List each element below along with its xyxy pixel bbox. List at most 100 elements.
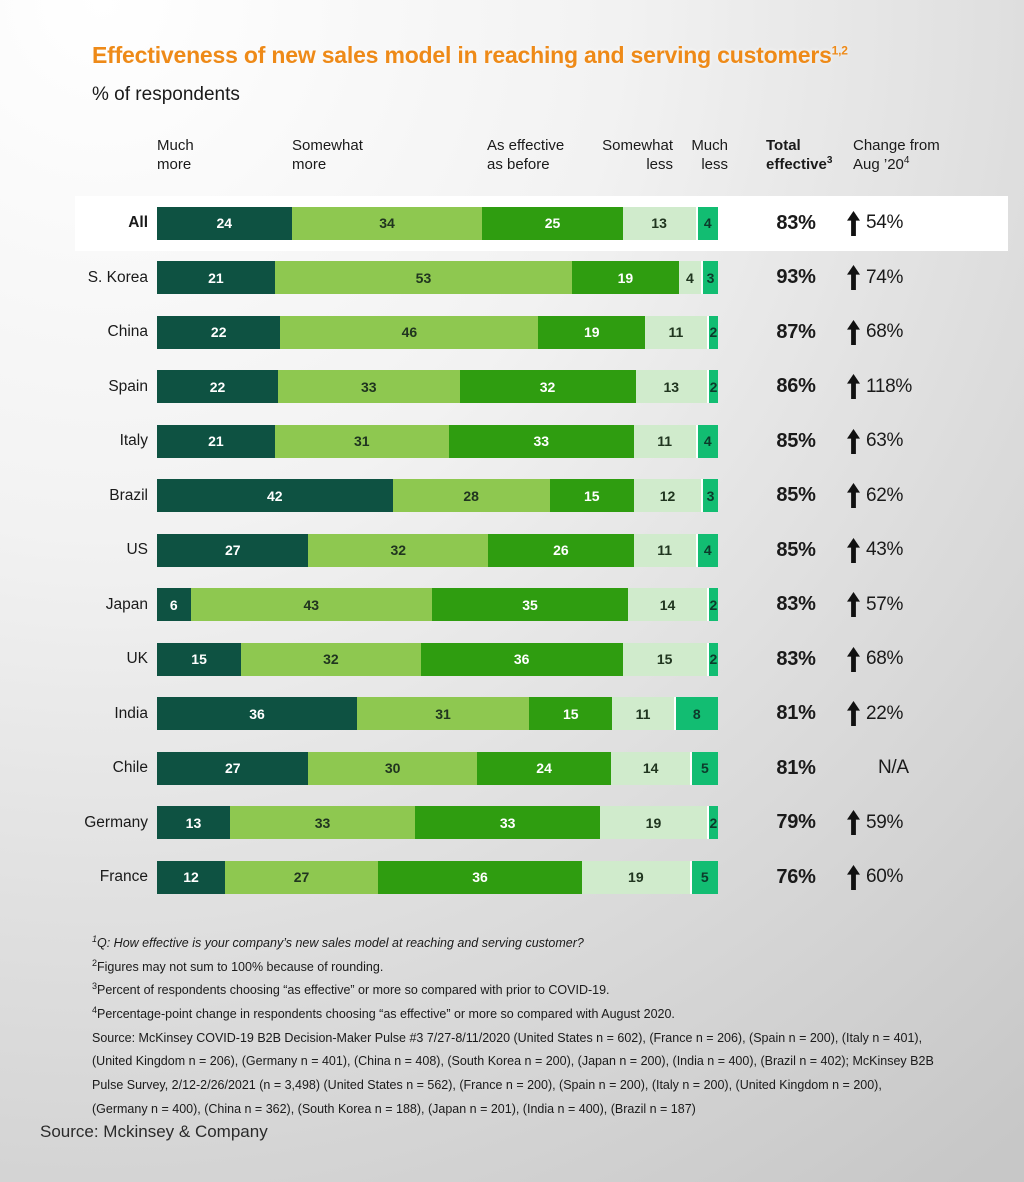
bar-segment: 4 — [678, 261, 702, 295]
bar-segment: 15 — [157, 642, 242, 676]
total-effective-value: 85% — [776, 484, 816, 507]
stacked-bar: 13 33 33 19 2 — [157, 806, 718, 840]
total-effective-value: 87% — [776, 320, 816, 343]
up-arrow-icon — [847, 864, 860, 890]
footnote-line: 4Percentage-point change in respondents … — [92, 1004, 675, 1022]
bar-segment: 15 — [549, 479, 634, 513]
bar-segment: 35 — [431, 588, 629, 622]
row-label: All — [128, 214, 148, 232]
change-value: 54% — [845, 210, 1008, 236]
change-value: 57% — [845, 592, 1008, 618]
bar-segment: 15 — [529, 697, 613, 731]
total-effective-value: 79% — [776, 811, 816, 834]
footnote-line: 3Percent of respondents choosing “as eff… — [92, 981, 610, 998]
total-effective-value: 83% — [776, 211, 816, 234]
bar-segment: 3 — [701, 261, 718, 295]
change-number: 43% — [866, 539, 904, 561]
bar-segment: 24 — [476, 751, 612, 785]
change-number: 59% — [866, 811, 904, 833]
bar-segment: 19 — [572, 261, 679, 295]
page-title: Effectiveness of new sales model in reac… — [92, 42, 848, 69]
up-arrow-icon — [847, 701, 860, 727]
bar-segment: 25 — [482, 206, 623, 240]
table-row: France 12 27 36 19 5 76% 60% — [75, 850, 1008, 905]
page-subtitle: % of respondents — [92, 84, 240, 105]
chart-rows: All 24 34 25 13 4 83% 54% S. Korea 21 53 19 4 3 … — [75, 196, 1008, 905]
bar-segment: 5 — [689, 860, 718, 894]
table-row: All 24 34 25 13 4 83% 54% — [75, 196, 1008, 251]
bar-segment: 11 — [633, 424, 696, 458]
bar-segment: 27 — [157, 751, 309, 785]
bar-segment: 11 — [633, 533, 696, 567]
table-row: Chile 27 30 24 14 5 81% N/A — [75, 741, 1008, 796]
bar-segment: 36 — [157, 697, 357, 731]
total-effective-value: 83% — [776, 647, 816, 670]
bar-segment: 33 — [229, 806, 416, 840]
stacked-bar: 6 43 35 14 2 — [157, 588, 718, 622]
change-number: 63% — [866, 430, 904, 452]
total-effective-value: 86% — [776, 375, 816, 398]
stacked-bar: 36 31 15 11 8 — [157, 697, 718, 731]
table-row: China 22 46 19 11 2 87% 68% — [75, 305, 1008, 360]
bar-segment: 22 — [157, 370, 278, 404]
total-effective-value: 81% — [776, 702, 816, 725]
change-value: 118% — [845, 374, 1008, 400]
table-row: India 36 31 15 11 8 81% 22% — [75, 687, 1008, 742]
change-number: 57% — [866, 593, 904, 615]
total-effective-value: 76% — [776, 865, 816, 888]
bar-segment: 14 — [611, 751, 690, 785]
row-label: Italy — [119, 432, 148, 450]
bar-segment: 22 — [157, 315, 281, 349]
total-effective-value: 85% — [776, 429, 816, 452]
bar-segment: 12 — [157, 860, 225, 894]
bar-segment: 33 — [415, 806, 601, 840]
bar-segment: 11 — [612, 697, 674, 731]
row-label: India — [114, 704, 148, 722]
footnote-line: (Germany n = 400), (China n = 362), (Sou… — [92, 1101, 696, 1116]
up-arrow-icon — [847, 374, 860, 400]
bar-segment: 8 — [673, 697, 718, 731]
column-header-much-more: Much more — [157, 137, 194, 174]
bar-segment: 2 — [706, 588, 718, 622]
table-row: Japan 6 43 35 14 2 83% 57% — [75, 578, 1008, 633]
bar-segment: 4 — [695, 206, 718, 240]
bar-segment: 33 — [278, 370, 460, 404]
up-arrow-icon — [847, 537, 860, 563]
bar-segment: 43 — [190, 588, 432, 622]
stacked-bar: 12 27 36 19 5 — [157, 860, 718, 894]
stacked-bar: 15 32 36 15 2 — [157, 642, 718, 676]
bar-segment: 2 — [706, 315, 718, 349]
change-value: 74% — [845, 265, 1008, 291]
change-number: 62% — [866, 484, 904, 506]
total-effective-value: 85% — [776, 538, 816, 561]
column-header-total-effective: Total effective3 — [766, 137, 833, 174]
bar-segment: 14 — [628, 588, 707, 622]
bar-segment: 31 — [356, 697, 530, 731]
table-row: Italy 21 31 33 11 4 85% 63% — [75, 414, 1008, 469]
row-label: US — [126, 541, 148, 559]
stacked-bar: 22 46 19 11 2 — [157, 315, 718, 349]
stacked-bar: 21 31 33 11 4 — [157, 424, 718, 458]
row-label: S. Korea — [87, 268, 148, 286]
change-number: 54% — [866, 212, 904, 234]
change-number: 68% — [866, 321, 904, 343]
change-number: 118% — [866, 375, 912, 397]
table-row: UK 15 32 36 15 2 83% 68% — [75, 632, 1008, 687]
footnote-line: Pulse Survey, 2/12-2/26/2021 (n = 3,498)… — [92, 1078, 882, 1093]
column-header-as-effective: As effective as before — [487, 137, 565, 174]
total-effective-value: 93% — [776, 266, 816, 289]
change-value: 60% — [845, 864, 1008, 890]
bar-segment: 36 — [378, 860, 582, 894]
row-label: France — [99, 868, 148, 886]
bar-segment: 32 — [241, 642, 421, 676]
footnote-line: Source: McKinsey COVID-19 B2B Decision-M… — [92, 1030, 923, 1045]
bar-segment: 13 — [635, 370, 707, 404]
bar-segment: 4 — [695, 533, 718, 567]
table-row: Spain 22 33 32 13 2 86% 118% — [75, 360, 1008, 415]
page-title-text: Effectiveness of new sales model in reac… — [92, 42, 832, 68]
bar-segment: 3 — [701, 479, 718, 513]
up-arrow-icon — [847, 210, 860, 236]
bar-segment: 28 — [392, 479, 550, 513]
bar-segment: 46 — [280, 315, 539, 349]
